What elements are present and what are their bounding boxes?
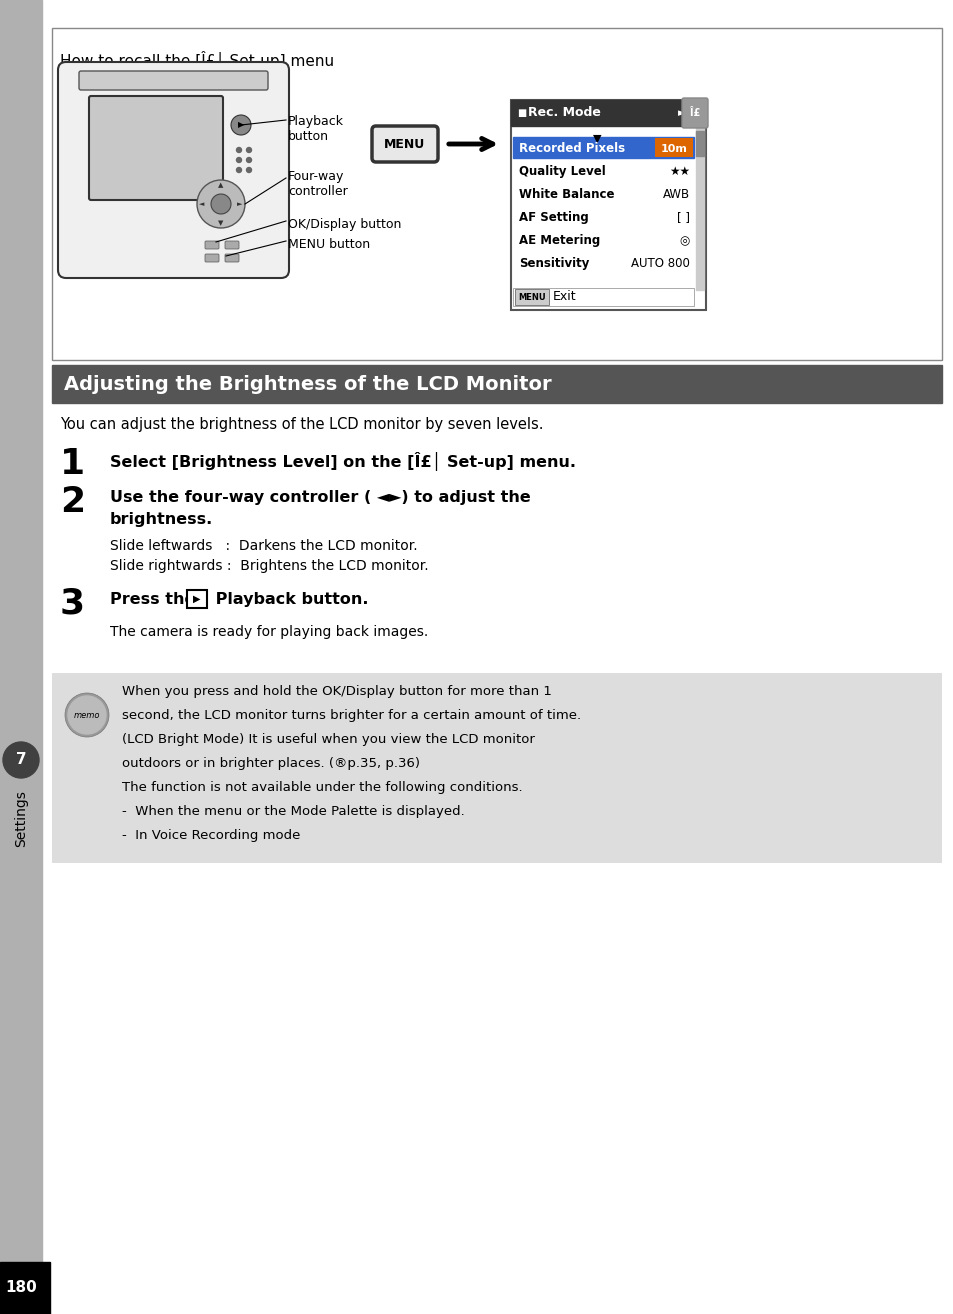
Text: 180: 180 bbox=[5, 1281, 37, 1296]
FancyBboxPatch shape bbox=[89, 96, 223, 200]
Text: ★★: ★★ bbox=[668, 166, 689, 177]
Text: Î£: Î£ bbox=[689, 108, 700, 118]
Text: ■: ■ bbox=[517, 108, 526, 118]
Circle shape bbox=[236, 147, 241, 152]
Text: ▶: ▶ bbox=[237, 121, 244, 130]
FancyBboxPatch shape bbox=[225, 254, 239, 261]
Bar bbox=[52, 673, 941, 863]
Text: MENU: MENU bbox=[384, 138, 425, 151]
Bar bbox=[511, 100, 705, 126]
Bar bbox=[0, 1261, 50, 1314]
Text: -  When the menu or the Mode Palette is displayed.: - When the menu or the Mode Palette is d… bbox=[122, 805, 464, 819]
Text: 7: 7 bbox=[15, 753, 27, 767]
Bar bbox=[52, 365, 941, 403]
Circle shape bbox=[236, 167, 241, 172]
FancyBboxPatch shape bbox=[225, 240, 239, 248]
Text: AUTO 800: AUTO 800 bbox=[631, 258, 689, 269]
Text: Select [Brightness Level] on the [Î£│ Set-up] menu.: Select [Brightness Level] on the [Î£│ Se… bbox=[110, 452, 576, 470]
Text: Use the four-way controller ( ◄►) to adjust the: Use the four-way controller ( ◄►) to adj… bbox=[110, 490, 530, 505]
Text: AE Metering: AE Metering bbox=[518, 234, 599, 247]
Text: Rec. Mode: Rec. Mode bbox=[527, 106, 600, 120]
Text: ▲: ▲ bbox=[218, 183, 223, 188]
Circle shape bbox=[211, 194, 231, 214]
Text: The function is not available under the following conditions.: The function is not available under the … bbox=[122, 781, 522, 794]
Text: Slide rightwards :  Brightens the LCD monitor.: Slide rightwards : Brightens the LCD mon… bbox=[110, 558, 428, 573]
Text: brightness.: brightness. bbox=[110, 512, 213, 527]
FancyBboxPatch shape bbox=[187, 590, 207, 608]
Text: ►: ► bbox=[237, 201, 242, 208]
Text: 3: 3 bbox=[60, 587, 85, 622]
Text: When you press and hold the OK/Display button for more than 1: When you press and hold the OK/Display b… bbox=[122, 685, 551, 698]
Text: Quality Level: Quality Level bbox=[518, 166, 605, 177]
Text: ▼: ▼ bbox=[593, 134, 601, 145]
Text: ◎: ◎ bbox=[679, 234, 689, 247]
Text: How to recall the [Î£│ Set-up] menu: How to recall the [Î£│ Set-up] menu bbox=[60, 50, 334, 68]
Text: Adjusting the Brightness of the LCD Monitor: Adjusting the Brightness of the LCD Moni… bbox=[64, 374, 551, 393]
Bar bbox=[513, 288, 693, 306]
Text: ▼: ▼ bbox=[218, 219, 223, 226]
FancyBboxPatch shape bbox=[58, 62, 289, 279]
Text: ◄: ◄ bbox=[199, 201, 205, 208]
FancyBboxPatch shape bbox=[372, 126, 437, 162]
Text: ▶: ▶ bbox=[193, 594, 200, 604]
Text: second, the LCD monitor turns brighter for a certain amount of time.: second, the LCD monitor turns brighter f… bbox=[122, 710, 580, 721]
Text: 10m: 10m bbox=[659, 143, 687, 154]
Text: ►: ► bbox=[678, 108, 686, 118]
FancyBboxPatch shape bbox=[655, 138, 692, 156]
Text: White Balance: White Balance bbox=[518, 188, 614, 201]
Bar bbox=[696, 126, 703, 290]
FancyBboxPatch shape bbox=[515, 289, 548, 305]
Text: MENU: MENU bbox=[517, 293, 545, 301]
Text: Exit: Exit bbox=[553, 290, 576, 304]
Text: The camera is ready for playing back images.: The camera is ready for playing back ima… bbox=[110, 625, 428, 639]
Text: AF Setting: AF Setting bbox=[518, 212, 588, 223]
FancyBboxPatch shape bbox=[205, 240, 219, 248]
Circle shape bbox=[231, 116, 251, 135]
Circle shape bbox=[236, 158, 241, 163]
Text: (LCD Bright Mode) It is useful when you view the LCD monitor: (LCD Bright Mode) It is useful when you … bbox=[122, 733, 535, 746]
Text: OK/Display button: OK/Display button bbox=[288, 218, 401, 231]
Bar bbox=[511, 100, 705, 310]
Text: 2: 2 bbox=[60, 485, 85, 519]
Bar bbox=[696, 131, 703, 156]
Circle shape bbox=[68, 696, 106, 735]
Text: You can adjust the brightness of the LCD monitor by seven levels.: You can adjust the brightness of the LCD… bbox=[60, 417, 543, 432]
Bar bbox=[0, 0, 42, 1314]
Circle shape bbox=[3, 742, 39, 778]
Text: [ ]: [ ] bbox=[677, 212, 689, 223]
Text: AWB: AWB bbox=[662, 188, 689, 201]
Text: Recorded Pixels: Recorded Pixels bbox=[518, 142, 624, 155]
Text: Playback button.: Playback button. bbox=[210, 593, 368, 607]
Text: Four-way
controller: Four-way controller bbox=[288, 170, 348, 198]
Text: Settings: Settings bbox=[14, 790, 28, 848]
Text: MENU button: MENU button bbox=[288, 238, 370, 251]
Circle shape bbox=[246, 158, 252, 163]
Text: outdoors or in brighter places. (®p.35, p.36): outdoors or in brighter places. (®p.35, … bbox=[122, 757, 419, 770]
FancyBboxPatch shape bbox=[205, 254, 219, 261]
Text: Sensitivity: Sensitivity bbox=[518, 258, 589, 269]
Circle shape bbox=[196, 180, 245, 229]
Text: memo: memo bbox=[73, 711, 100, 720]
Text: 1: 1 bbox=[60, 447, 85, 481]
Text: Press the: Press the bbox=[110, 593, 201, 607]
FancyBboxPatch shape bbox=[681, 99, 707, 127]
Text: Slide leftwards   :  Darkens the LCD monitor.: Slide leftwards : Darkens the LCD monito… bbox=[110, 539, 417, 553]
Text: Playback
button: Playback button bbox=[288, 116, 344, 143]
Circle shape bbox=[246, 167, 252, 172]
FancyBboxPatch shape bbox=[79, 71, 268, 89]
Circle shape bbox=[246, 147, 252, 152]
Circle shape bbox=[65, 692, 109, 737]
Text: -  In Voice Recording mode: - In Voice Recording mode bbox=[122, 829, 300, 842]
Bar bbox=[52, 28, 941, 360]
Bar bbox=[513, 137, 693, 158]
